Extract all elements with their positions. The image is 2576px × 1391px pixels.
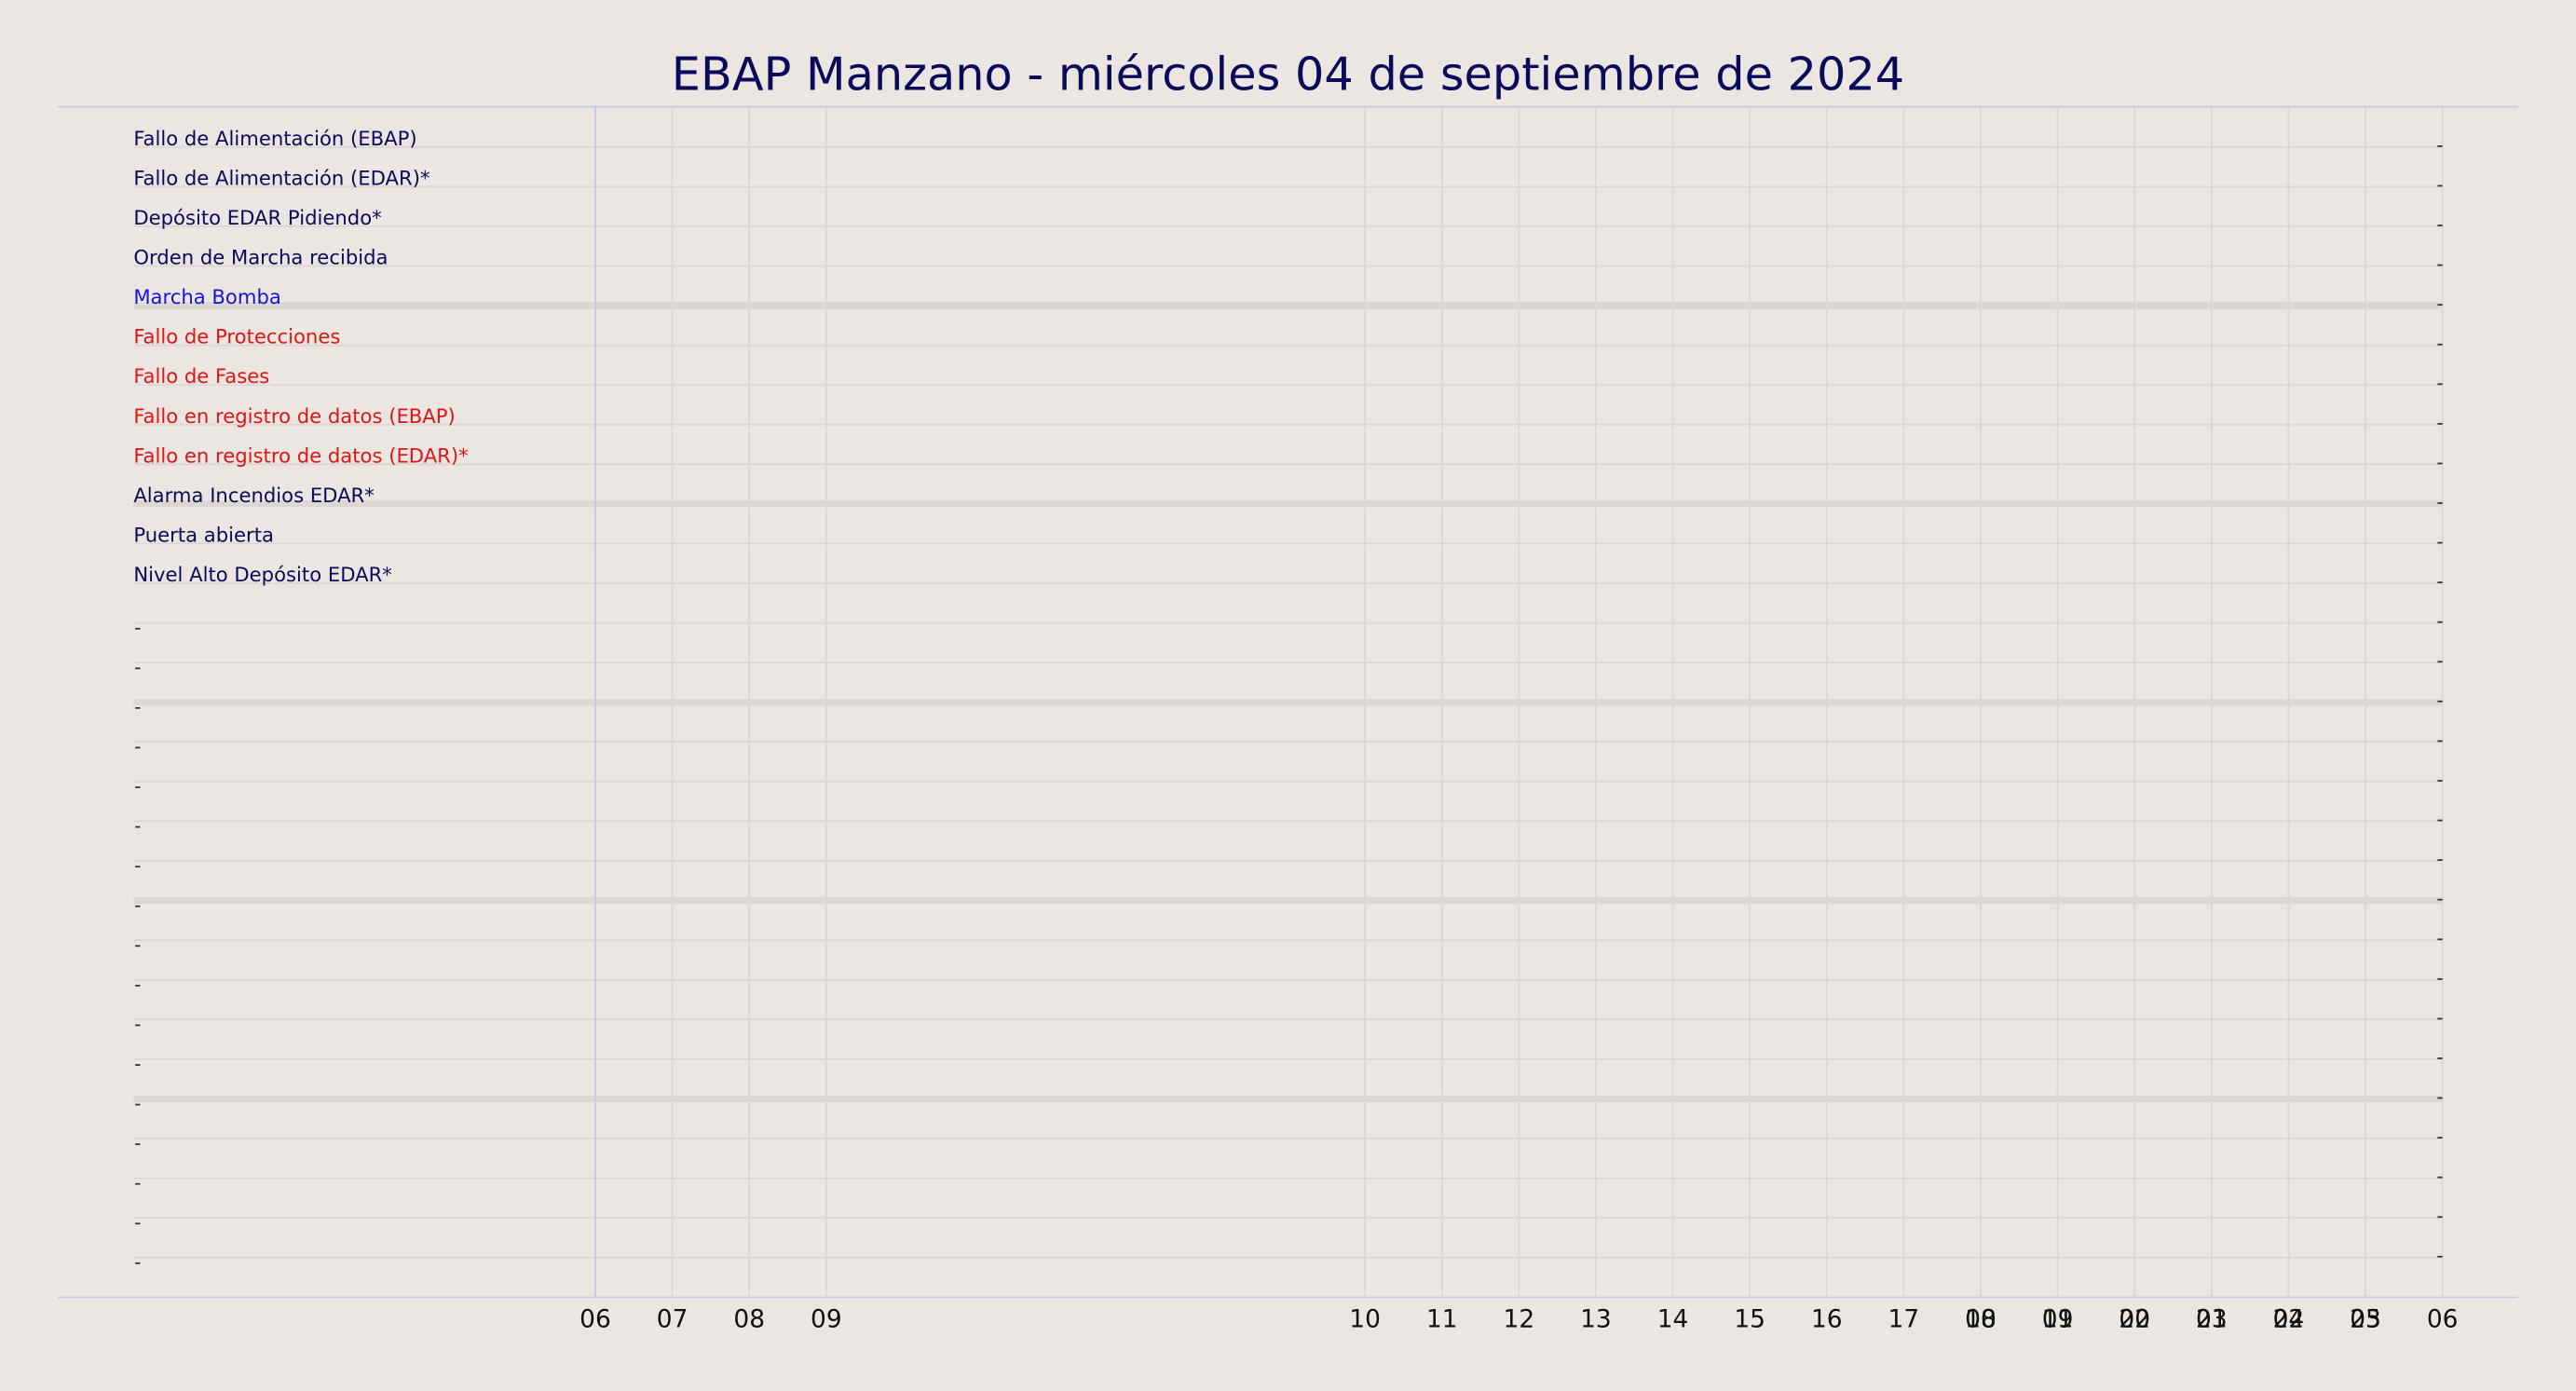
x-tick-label: 13 [1580,1305,1612,1334]
row-label: Alarma Incendios EDAR* [133,484,375,507]
x-tick-label: 12 [1504,1305,1535,1334]
x-tick-label: 00 [1965,1305,1997,1334]
x-tick-label: 10 [1349,1305,1381,1334]
row-label: Fallo de Fases [133,364,269,388]
row-label: Fallo de Protecciones [133,325,340,348]
x-tick-label: 01 [2042,1305,2074,1334]
x-tick-label: 05 [2350,1305,2381,1334]
x-tick-label: 06 [579,1305,611,1334]
row-label: Puerta abierta [133,524,274,547]
row-label: Fallo en registro de datos (EBAP) [133,404,455,428]
x-tick-label: 22 [2273,1305,2305,1334]
x-tick-label: 11 [1426,1305,1458,1334]
x-tick-label: 08 [733,1305,765,1334]
x-tick-label: 20 [2119,1305,2150,1334]
x-tick-label: 17 [1888,1305,1920,1334]
row-label: Nivel Alto Depósito EDAR* [133,563,392,586]
x-tick-label: 16 [1811,1305,1843,1334]
x-tick-label: 09 [811,1305,842,1334]
row-label: Fallo en registro de datos (EDAR)* [133,443,468,467]
x-tick-label: 07 [657,1305,688,1334]
row-label: Fallo de Alimentación (EDAR)* [133,166,429,189]
x-tick-label: 15 [1734,1305,1765,1334]
row-label: Marcha Bomba [133,285,281,308]
chart-title: EBAP Manzano - miércoles 04 de septiembr… [672,47,1904,101]
row-label: Fallo de Alimentación (EBAP) [133,127,416,150]
row-label: Depósito EDAR Pidiendo* [133,206,381,229]
x-tick-label: 14 [1657,1305,1689,1334]
x-tick-label: 18 [1965,1305,1997,1334]
x-tick-label: 02 [2119,1305,2150,1334]
x-tick-label: 06 [2427,1305,2459,1334]
x-tick-label: 21 [2196,1305,2228,1334]
row-label: Orden de Marcha recibida [133,246,388,269]
x-tick-label: 19 [2042,1305,2074,1334]
x-tick-label: 23 [2350,1305,2381,1334]
x-tick-label: 03 [2196,1305,2228,1334]
x-tick-label: 04 [2273,1305,2305,1334]
